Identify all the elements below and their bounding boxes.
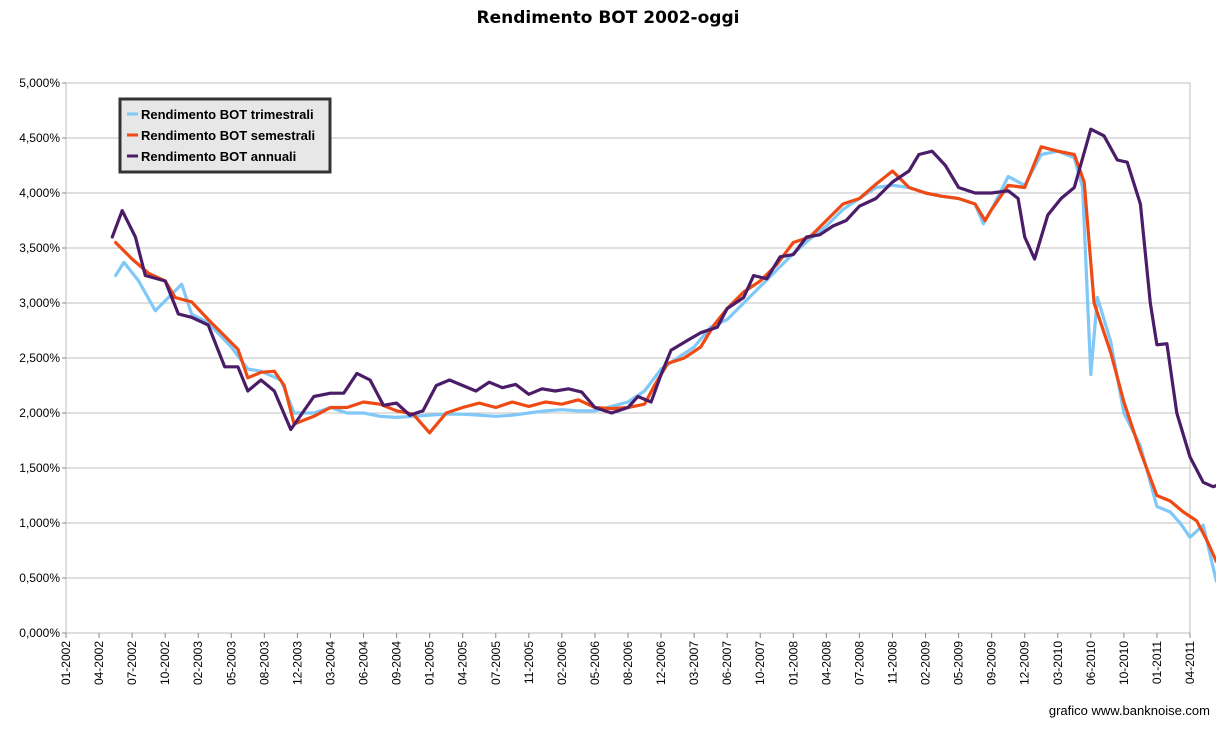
y-tick-label: 1,000% [19,516,60,530]
series-line-3 [110,127,1216,489]
x-tick-label: 01-2005 [423,641,437,685]
x-tick-label: 08-2006 [621,641,635,685]
source-credit: grafico www.banknoise.com [1048,703,1210,718]
x-tick-label: 12-2003 [290,641,304,685]
legend-box [118,97,332,174]
x-tick-label: 04-2011 [1183,641,1197,684]
y-tick-label: 0,000% [19,626,60,640]
x-tick-label: 07-2005 [489,641,503,685]
x-tick-label: 03-2010 [1051,641,1065,685]
x-tick-label: 05-2009 [952,641,966,685]
legend-label: Rendimento BOT semestrali [141,128,315,143]
x-tick-label: 10-2007 [753,641,767,685]
y-tick-label: 3,500% [19,241,60,255]
x-tick-label: 02-2006 [555,641,569,685]
x-tick-label: 01-2011 [1150,641,1164,684]
legend-label: Rendimento BOT annuali [141,149,296,164]
x-tick-label: 08-2003 [257,641,271,685]
x-tick-label: 11-2005 [522,641,536,684]
y-tick-label: 1,500% [19,461,60,475]
x-tick-label: 11-2008 [885,641,899,684]
x-tick-label: 09-2004 [390,641,404,685]
x-tick-label: 12-2009 [1018,641,1032,685]
x-tick-label: 02-2003 [191,641,205,685]
x-tick-label: 04-2002 [92,641,106,685]
y-axis-ticks: 0,000% 0,500% 1,000% 1,500% 2,000% 2,500% 3,00… [19,76,66,640]
x-tick-label: 05-2003 [224,641,238,685]
series-line-1 [113,149,1216,583]
y-tick-label: 2,500% [19,351,60,365]
x-tick-label: 06-2007 [720,641,734,685]
legend-label: Rendimento BOT trimestrali [141,107,314,122]
y-tick-label: 4,000% [19,186,60,200]
x-tick-label: 12-2006 [654,641,668,685]
x-tick-label: 10-2010 [1117,641,1131,685]
x-tick-label: 04-2005 [456,641,470,685]
y-tick-label: 4,500% [19,131,60,145]
x-tick-label: 03-2004 [323,641,337,685]
x-tick-label: 03-2007 [687,641,701,685]
x-tick-label: 01-2002 [59,641,73,685]
y-tick-label: 2,000% [19,406,60,420]
x-tick-label: 06-2010 [1084,641,1098,685]
chart-title: Rendimento BOT 2002-oggi [476,8,740,28]
x-tick-label: 09-2009 [985,641,999,685]
series-line-2 [113,145,1216,564]
legend: Rendimento BOT trimestrali Rendimento BOT… [118,97,332,174]
x-tick-label: 06-2004 [357,641,371,685]
y-tick-label: 5,000% [19,76,60,90]
x-tick-label: 10-2002 [158,641,172,685]
series-lines [110,127,1216,583]
y-tick-label: 0,500% [19,571,60,585]
x-tick-label: 04-2008 [819,641,833,685]
x-tick-label: 01-2008 [786,641,800,685]
x-tick-label: 02-2009 [919,641,933,685]
x-tick-label: 05-2006 [588,641,602,685]
x-tick-label: 07-2002 [125,641,139,685]
x-axis-ticks: 01-2002 04-2002 07-2002 10-2002 02-2003 05-20… [59,633,1197,685]
x-tick-label: 07-2008 [852,641,866,685]
y-tick-label: 3,000% [19,296,60,310]
